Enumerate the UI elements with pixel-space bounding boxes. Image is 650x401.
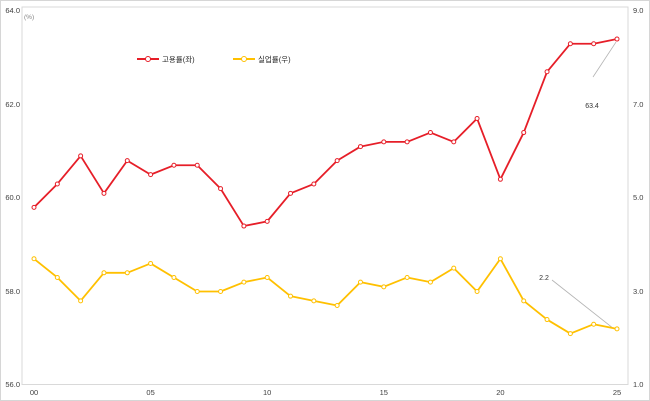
data-point-employment-07 bbox=[194, 162, 200, 168]
data-point-employment-00 bbox=[31, 204, 37, 210]
data-point-unemployment-04 bbox=[124, 270, 130, 276]
legend-item-employment: 고용률(좌) bbox=[137, 54, 195, 64]
data-point-unemployment-05 bbox=[148, 260, 154, 266]
data-point-employment-12 bbox=[311, 181, 317, 187]
data-point-employment-13 bbox=[334, 158, 340, 164]
data-point-employment-05 bbox=[148, 172, 154, 178]
data-point-unemployment-06 bbox=[171, 274, 177, 280]
legend-label-unemployment: 실업률(우) bbox=[258, 54, 291, 64]
data-point-unemployment-02 bbox=[78, 298, 84, 304]
unemployment-line-marker-icon bbox=[233, 56, 255, 62]
data-point-unemployment-01 bbox=[54, 274, 60, 280]
data-point-unemployment-15 bbox=[381, 284, 387, 290]
data-point-employment-18 bbox=[451, 139, 457, 145]
y-axis-tick-left-62.0: 62.0 bbox=[5, 99, 20, 109]
legend-item-unemployment: 실업률(우) bbox=[233, 54, 291, 64]
data-point-unemployment-19 bbox=[474, 289, 480, 294]
employment-line-marker-icon bbox=[137, 56, 159, 62]
x-axis-tick-20: 20 bbox=[496, 388, 505, 397]
x-axis-tick-25: 25 bbox=[612, 388, 622, 397]
data-point-unemployment-20 bbox=[497, 256, 503, 262]
data-point-unemployment-12 bbox=[311, 298, 317, 304]
data-point-unemployment-07 bbox=[194, 289, 200, 294]
legend-label-employment: 고용률(좌) bbox=[162, 54, 195, 64]
x-axis-tick-10: 10 bbox=[263, 388, 272, 397]
data-point-unemployment-11 bbox=[288, 293, 294, 299]
data-point-unemployment-08 bbox=[218, 289, 224, 294]
data-point-unemployment-24 bbox=[591, 321, 597, 327]
leader-line-unemployment bbox=[551, 279, 615, 330]
y-axis-tick-right-1.0: 1.0 bbox=[633, 380, 644, 389]
data-point-unemployment-14 bbox=[357, 279, 363, 285]
y-axis-tick-right-9.0: 9.0 bbox=[633, 6, 644, 15]
employment-line bbox=[33, 38, 618, 227]
unemployment-line bbox=[33, 257, 618, 335]
y-axis-tick-left-60.0: 60.0 bbox=[5, 193, 20, 202]
annotation-employment-last-value: 63.4 bbox=[585, 103, 599, 110]
employment-point-icon bbox=[145, 56, 151, 62]
data-point-employment-04 bbox=[124, 158, 130, 164]
plot-border bbox=[21, 6, 629, 385]
data-point-unemployment-09 bbox=[241, 279, 247, 285]
x-axis-tick-05: 05 bbox=[146, 388, 155, 397]
data-point-employment-06 bbox=[171, 162, 177, 168]
data-point-employment-24 bbox=[591, 41, 597, 47]
data-point-employment-09 bbox=[241, 223, 247, 229]
y-axis-tick-left-58.0: 58.0 bbox=[5, 286, 20, 296]
data-point-unemployment-16 bbox=[404, 274, 410, 280]
data-point-unemployment-17 bbox=[427, 279, 433, 285]
data-point-employment-08 bbox=[218, 186, 224, 192]
data-point-unemployment-03 bbox=[101, 270, 107, 276]
data-point-employment-15 bbox=[381, 139, 387, 145]
left-axis-unit-label: (%) bbox=[24, 14, 35, 21]
data-point-employment-01 bbox=[54, 181, 60, 187]
data-point-unemployment-18 bbox=[451, 265, 457, 271]
data-point-unemployment-10 bbox=[264, 274, 270, 280]
data-point-unemployment-00 bbox=[31, 256, 37, 262]
data-point-employment-25 bbox=[614, 36, 620, 42]
y-axis-tick-right-5.0: 5.0 bbox=[633, 193, 644, 202]
unemployment-point-icon bbox=[241, 56, 247, 62]
leader-line-employment bbox=[592, 41, 617, 78]
data-point-employment-02 bbox=[78, 153, 84, 159]
data-point-employment-23 bbox=[567, 41, 573, 47]
data-point-employment-16 bbox=[404, 139, 410, 145]
data-point-employment-14 bbox=[357, 144, 363, 150]
y-axis-tick-left-56.0: 56.0 bbox=[5, 380, 20, 389]
x-axis-tick-00: 00 bbox=[29, 388, 39, 397]
data-point-unemployment-25 bbox=[614, 326, 620, 332]
data-point-employment-11 bbox=[288, 190, 294, 196]
data-point-unemployment-13 bbox=[334, 303, 340, 309]
data-point-unemployment-22 bbox=[544, 317, 550, 323]
data-point-employment-03 bbox=[101, 190, 107, 196]
data-point-unemployment-21 bbox=[521, 298, 527, 304]
data-point-employment-19 bbox=[474, 116, 480, 122]
y-axis-tick-right-7.0: 7.0 bbox=[633, 99, 644, 109]
data-point-employment-20 bbox=[497, 176, 503, 182]
data-point-employment-10 bbox=[264, 218, 270, 224]
data-point-unemployment-23 bbox=[567, 331, 573, 337]
data-point-employment-22 bbox=[544, 69, 550, 75]
x-axis-tick-15: 15 bbox=[379, 388, 388, 397]
data-point-employment-21 bbox=[521, 130, 527, 136]
annotation-unemployment-last-value: 2.2 bbox=[539, 275, 549, 282]
y-axis-tick-right-3.0: 3.0 bbox=[633, 286, 644, 296]
data-point-employment-17 bbox=[427, 130, 433, 136]
y-axis-tick-left-64.0: 64.0 bbox=[5, 6, 20, 15]
